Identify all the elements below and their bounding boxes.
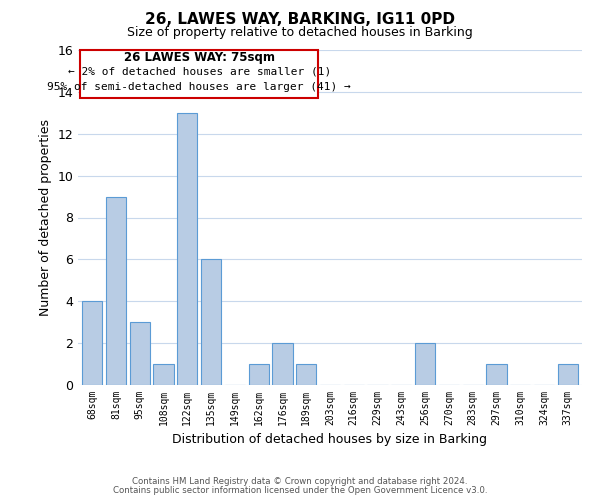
Text: 26 LAWES WAY: 75sqm: 26 LAWES WAY: 75sqm xyxy=(124,51,275,64)
Bar xyxy=(177,113,197,385)
Text: Contains public sector information licensed under the Open Government Licence v3: Contains public sector information licen… xyxy=(113,486,487,495)
Bar xyxy=(154,364,173,385)
Bar xyxy=(106,196,126,385)
Text: 26, LAWES WAY, BARKING, IG11 0PD: 26, LAWES WAY, BARKING, IG11 0PD xyxy=(145,12,455,28)
Bar xyxy=(487,364,506,385)
Bar xyxy=(82,301,103,385)
Text: Size of property relative to detached houses in Barking: Size of property relative to detached ho… xyxy=(127,26,473,39)
Text: 95% of semi-detached houses are larger (41) →: 95% of semi-detached houses are larger (… xyxy=(47,82,351,92)
Bar xyxy=(557,364,578,385)
Text: ← 2% of detached houses are smaller (1): ← 2% of detached houses are smaller (1) xyxy=(68,67,331,77)
Bar xyxy=(272,343,293,385)
Bar xyxy=(415,343,435,385)
Y-axis label: Number of detached properties: Number of detached properties xyxy=(39,119,52,316)
Bar xyxy=(201,260,221,385)
Bar xyxy=(296,364,316,385)
X-axis label: Distribution of detached houses by size in Barking: Distribution of detached houses by size … xyxy=(173,434,487,446)
Bar xyxy=(248,364,269,385)
Bar xyxy=(80,50,318,98)
Bar xyxy=(130,322,150,385)
Text: Contains HM Land Registry data © Crown copyright and database right 2024.: Contains HM Land Registry data © Crown c… xyxy=(132,477,468,486)
